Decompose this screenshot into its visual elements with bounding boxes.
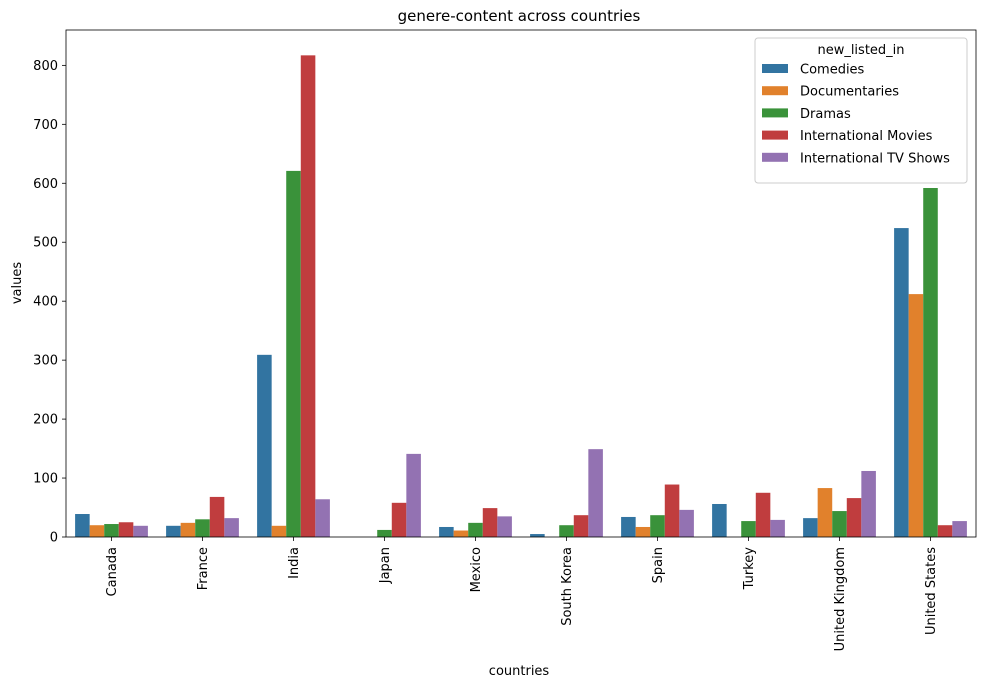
bar-comedies-spain [621,516,636,537]
legend-box [754,37,968,184]
bar-international-movies-japan [391,502,407,537]
bar-international-tv-shows-canada [133,525,148,537]
bar-documentaries-india [271,525,287,537]
bars [75,55,967,537]
legend-swatch [762,130,788,140]
bar-international-tv-shows-spain [679,509,694,537]
y-tick-label: 600 [33,177,58,192]
bar-comedies-france [166,525,181,537]
bar-documentaries-united-kingdom [817,488,833,537]
x-tick-label: Japan [378,547,393,584]
legend: new_listed_in Comedies Documentaries Dramas… [754,37,968,184]
bar-documentaries-spain [635,526,651,537]
bar-comedies-south-korea [530,534,545,537]
legend-swatch [762,152,788,162]
bar-documentaries-mexico [453,530,469,537]
bar-documentaries-france [180,522,196,537]
x-tick-label: Canada [105,547,120,596]
bar-international-movies-mexico [482,508,498,537]
bar-international-movies-france [209,496,225,537]
y-axis-label: values [10,262,25,305]
bar-international-movies-south-korea [573,515,589,537]
bar-international-movies-india [300,55,316,537]
bar-comedies-india [257,354,272,537]
bar-documentaries-canada [89,525,105,537]
bar-comedies-united-states [894,228,909,537]
bar-dramas-france [195,519,210,537]
bar-comedies-mexico [439,526,454,537]
bar-international-movies-turkey [755,492,771,537]
legend-entry: Documentaries [800,85,899,100]
bar-international-tv-shows-mexico [497,516,512,537]
y-tick-label: 0 [50,531,58,546]
y-tick-label: 300 [33,354,58,369]
bar-dramas-turkey [741,521,756,537]
y-tick-label: 700 [33,118,58,133]
bar-dramas-india [286,170,301,537]
legend-entry: International Movies [800,129,933,144]
y-tick-label: 200 [33,413,58,428]
bar-comedies-turkey [712,503,727,537]
bar-documentaries-united-states [908,294,924,537]
bar-international-tv-shows-united-states [952,521,967,537]
legend-entry: International TV Shows [800,151,950,166]
bar-dramas-canada [104,524,119,537]
bar-international-tv-shows-south-korea [588,449,603,537]
x-tick-label: Spain [651,547,666,583]
y-tick-label: 800 [33,59,58,74]
plot-frame [65,29,977,538]
bar-dramas-spain [650,515,665,537]
legend-swatch [762,108,788,118]
bar-international-tv-shows-japan [406,453,421,537]
legend-swatch [762,64,788,73]
x-tick-label: United States [924,547,939,635]
x-tick-label: South Korea [560,547,575,626]
legend-entry: Comedies [800,63,865,78]
axes: 0 100 200 300 400 500 600 700 800 Canada France Ind… [33,29,977,651]
y-tick-label: 100 [33,472,58,487]
bar-international-tv-shows-united-kingdom [861,470,876,537]
bar-comedies-united-kingdom [803,518,818,537]
bar-dramas-united-states [923,188,938,537]
legend-title: new_listed_in [817,43,904,58]
bar-international-tv-shows-france [224,518,239,537]
bar-dramas-south-korea [559,525,574,537]
y-tick-label: 400 [33,295,58,310]
x-tick-label: France [196,547,211,590]
x-tick-label: United Kingdom [833,547,848,651]
x-tick-label: Turkey [742,547,757,591]
bar-dramas-united-kingdom [832,511,847,537]
bar-comedies-canada [75,514,90,537]
y-tick-label: 500 [33,236,58,251]
bar-international-movies-canada [118,522,134,537]
x-tick-label: India [287,547,302,579]
bar-international-movies-united-states [937,525,953,537]
bar-international-tv-shows-india [315,499,330,537]
legend-entry: Dramas [800,107,851,122]
bar-dramas-japan [377,529,392,537]
x-axis-label: countries [489,664,550,679]
bar-international-movies-united-kingdom [846,498,862,537]
x-tick-label: Mexico [469,547,484,592]
bar-international-tv-shows-turkey [770,519,785,537]
legend-swatch [762,86,788,96]
bar-dramas-mexico [468,522,483,537]
chart-title: genere-content across countries [398,7,641,25]
bar-international-movies-spain [664,484,680,537]
